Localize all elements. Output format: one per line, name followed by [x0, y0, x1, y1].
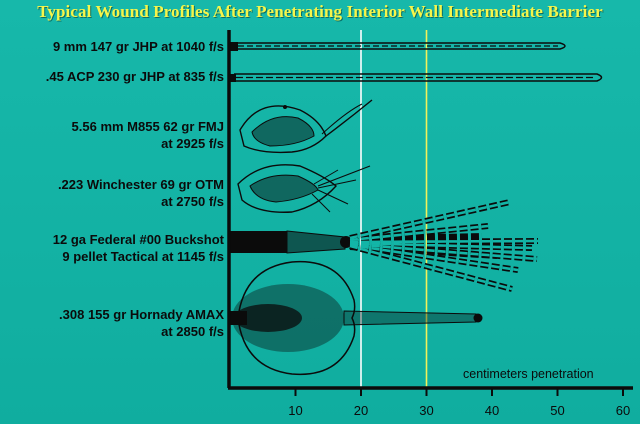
wound-track-9mm	[230, 42, 566, 51]
x-tick-label-20: 20	[354, 403, 368, 418]
row-label-9mm: 9 mm 147 gr JHP at 1040 f/s	[52, 39, 224, 54]
x-tick-label-30: 30	[419, 403, 433, 418]
wound-profile-223	[237, 164, 371, 213]
row-label-45acp: .45 ACP 230 gr JHP at 835 f/s	[45, 69, 224, 84]
x-tick-label-60: 60	[616, 403, 630, 418]
wound-profile-556	[239, 99, 373, 154]
x-ticks: 10 20 30 40 50 60	[288, 388, 630, 418]
x-tick-label-40: 40	[485, 403, 499, 418]
x-tick-label-10: 10	[288, 403, 302, 418]
x-tick-label-50: 50	[550, 403, 564, 418]
row-label-223: .223 Winchester 69 gr OTM at 2750 f/s	[57, 177, 224, 209]
figure-title: Typical Wound Profiles After Penetrating…	[37, 2, 603, 21]
wound-profile-308	[229, 260, 483, 376]
row-label-308: .308 155 gr Hornady AMAX at 2850 f/s	[59, 307, 224, 339]
reference-lines	[360, 30, 428, 388]
row-label-buckshot: 12 ga Federal #00 Buckshot 9 pellet Tact…	[52, 232, 224, 264]
row-label-556: 5.56 mm M855 62 gr FMJ at 2925 f/s	[71, 119, 224, 151]
wound-profile-buckshot	[229, 199, 539, 292]
wound-track-45acp	[230, 73, 603, 82]
axis-caption: centimeters penetration	[463, 367, 594, 381]
